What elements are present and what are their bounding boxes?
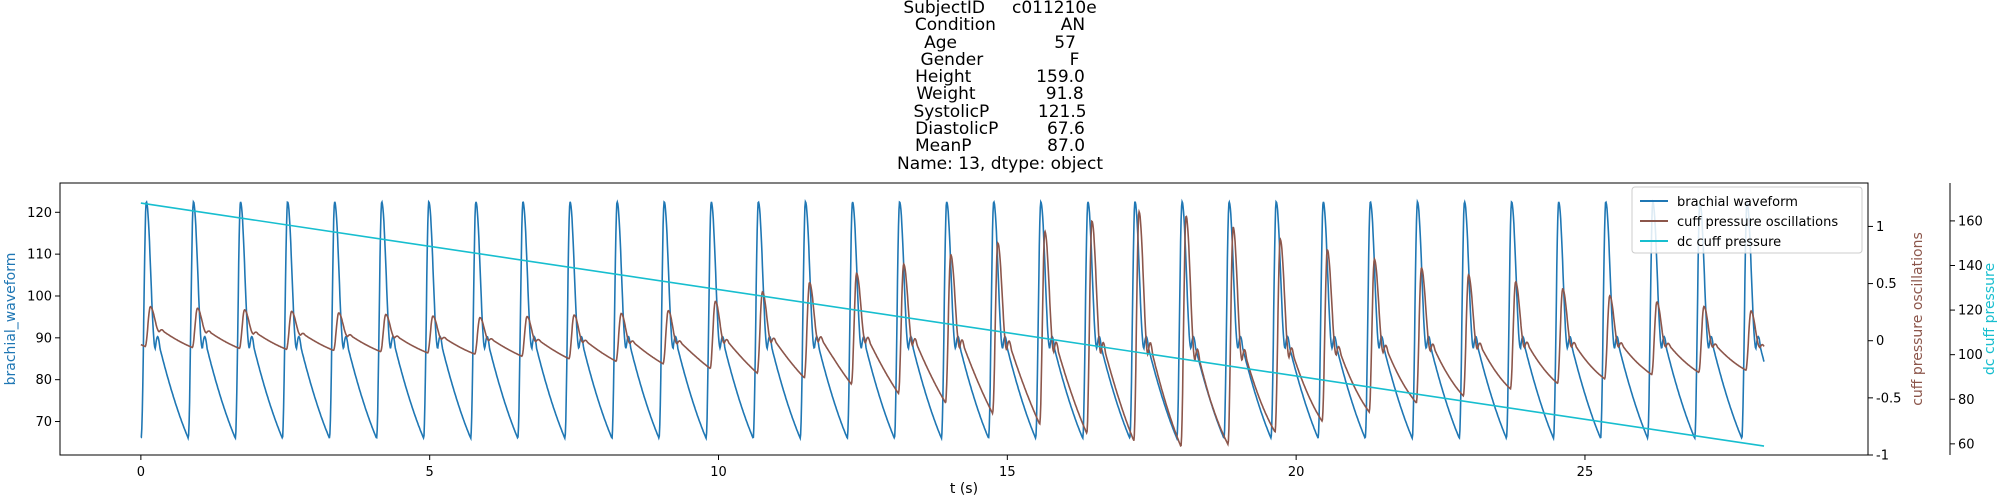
- title-line: Name: 13, dtype: object: [896, 153, 1103, 174]
- y-right1-tick-label: 0.5: [1876, 277, 1897, 292]
- series-cuff-pressure-oscillations: [140, 208, 1765, 447]
- x-tick-label: 10: [710, 465, 727, 480]
- x-tick-label: 0: [137, 465, 145, 480]
- y-right1-tick-label: -0.5: [1876, 391, 1901, 406]
- title-line: Gender F: [920, 49, 1080, 70]
- plot-frame: [59, 182, 1869, 456]
- y-right2-tick-label: 160: [1958, 214, 1983, 229]
- title-line: Condition AN: [914, 15, 1086, 36]
- title-line: MeanP 87.0: [914, 136, 1086, 157]
- y-right2-tick-label: 80: [1958, 393, 1975, 408]
- title-line: Weight 91.8: [916, 84, 1084, 105]
- y-right2-axis-label: dc cuff pressure: [1982, 263, 1998, 375]
- y-right1-tick-label: -1: [1876, 449, 1889, 464]
- y-left-tick-label: 110: [27, 248, 52, 263]
- y-left-tick-label: 70: [35, 415, 52, 430]
- y-right2-tick-label: 140: [1958, 259, 1983, 274]
- x-tick-label: 20: [1288, 465, 1305, 480]
- x-axis-label: t (s): [950, 481, 978, 497]
- y-left-tick-label: 80: [35, 373, 52, 388]
- y-right1-tick-label: 0: [1876, 334, 1884, 349]
- x-tick-label: 15: [999, 465, 1016, 480]
- title-line: SubjectID c011210e: [903, 0, 1097, 18]
- series-brachial-waveform: [140, 198, 1765, 442]
- y-left-axis-label: brachial_waveform: [3, 253, 19, 386]
- title-line: Height 159.0: [915, 67, 1085, 88]
- x-tick-label: 25: [1577, 465, 1594, 480]
- legend-box: [1631, 186, 1863, 254]
- x-tick-label: 5: [426, 465, 434, 480]
- y-right2-tick-label: 120: [1958, 304, 1983, 319]
- title-line: DiastolicP 67.6: [915, 119, 1085, 140]
- y-right2-tick-label: 100: [1958, 348, 1983, 363]
- series-dc-cuff-pressure: [140, 202, 1765, 447]
- y-right2-tick-label: 60: [1958, 437, 1975, 452]
- y-right1-tick-label: 1: [1876, 220, 1884, 235]
- y-left-tick-label: 100: [27, 289, 52, 304]
- y-left-tick-label: 90: [35, 331, 52, 346]
- title-line: Age 57: [924, 32, 1076, 53]
- chart-title: SubjectID c011210e Condition AN Age 57 Gend…: [0, 0, 2000, 176]
- y-left-tick-label: 120: [27, 206, 52, 221]
- legend-entry: dc cuff pressure: [1677, 235, 1781, 250]
- y-right1-axis-label: cuff pressure oscillations: [1910, 232, 1926, 406]
- title-line: SystolicP 121.5: [913, 101, 1087, 122]
- legend-entry: brachial waveform: [1677, 195, 1798, 210]
- legend-entry: cuff pressure oscillations: [1677, 215, 1838, 230]
